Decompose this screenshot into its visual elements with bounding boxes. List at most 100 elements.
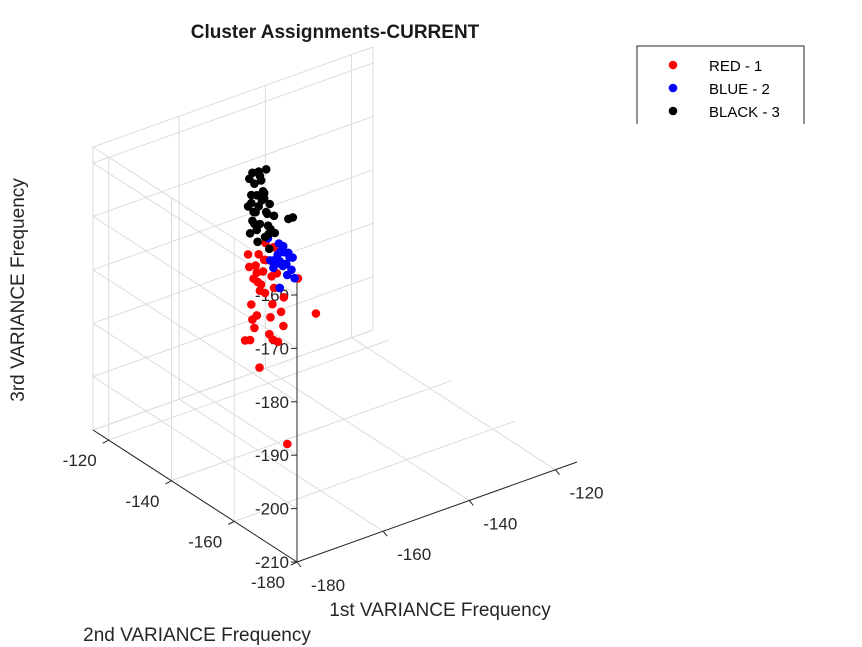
data-point [267,272,276,281]
legend-label: BLUE - 2 [709,81,770,98]
x-tick-label: -180 [311,576,345,595]
z-axis-label: 3rd VARIANCE Frequency [8,178,29,402]
gridline-z-side [92,322,298,456]
data-point [283,439,292,449]
data-point [263,221,273,230]
x-tick-label: -140 [483,514,517,533]
data-point [263,209,272,219]
y-tick-label: -140 [125,492,159,511]
z-tick-label: -210 [255,553,289,572]
data-points [240,165,321,449]
z-tick-label: -180 [255,393,289,412]
data-point [265,244,274,254]
data-point [273,337,283,347]
data-point [248,216,257,226]
data-point [274,239,284,248]
legend-marker [668,83,678,93]
gridline-z-back [92,329,374,431]
y-tick-mark [228,520,235,525]
x-axis-label: 1st VARIANCE Frequency [329,600,551,621]
x-tick-label: -160 [397,545,431,564]
data-point [256,280,266,289]
x-tick-label: -120 [569,484,603,503]
y-tick-label: -180 [251,573,285,592]
legend-marker [668,106,678,116]
data-point [270,228,280,238]
axes [92,279,578,563]
y-tick-mark [102,439,109,444]
data-point [245,262,254,272]
x-tick-mark [555,469,560,476]
z-tick-label: -190 [255,446,289,465]
data-point [273,250,283,259]
data-point [254,167,263,176]
gridline-x-floor [265,368,470,501]
data-point [249,207,258,217]
data-point [255,363,264,372]
data-point [279,293,289,302]
data-point [247,300,256,309]
data-point [250,323,259,333]
y-axis-label: 2nd VARIANCE Frequency [83,625,311,646]
data-point [254,250,263,259]
data-point [311,309,321,318]
data-point [265,199,275,209]
gridline-x-floor [351,337,556,471]
tick-labels: -180 -160 -140 -120 -180 -160 -140 -120 -210 -200… [63,286,604,595]
gridline-z-side [92,376,298,510]
data-point [252,268,262,278]
legend-label: RED - 1 [709,58,762,75]
data-point [245,174,254,184]
gridline-z-back [92,115,374,217]
y-tick-mark [165,480,172,485]
chart-title: Cluster Assignments-CURRENT [191,22,480,43]
gridline-y-floor [234,420,515,522]
data-point [245,229,255,238]
data-point [278,261,288,271]
data-point [252,225,262,235]
data-point [266,256,275,265]
data-point [261,165,271,174]
x-tick-mark [296,561,302,568]
legend: RED - 1 BLUE - 2 BLACK - 3 [634,45,808,132]
z-tick-label: -200 [255,500,289,519]
legend-clip [634,124,808,132]
data-point [266,313,275,322]
gridline-z-back [92,222,374,324]
data-point [276,307,286,317]
gridline-z-side [92,215,298,349]
x-tick-mark [468,500,474,506]
gridline-x-floor [178,398,384,532]
y-axis-line [92,429,298,563]
legend-marker [668,60,678,70]
data-point [268,299,277,309]
data-point [275,283,285,293]
data-point [288,253,297,262]
legend-label: BLACK - 3 [709,104,780,121]
data-point [253,237,262,247]
y-tick-label: -120 [63,451,97,470]
x-axis-line [296,461,578,563]
gridline-y-floor [171,380,452,482]
gridline-z-back [92,169,374,271]
data-point [243,250,253,259]
y-tick-label: -160 [188,532,222,551]
x-tick-mark [382,530,388,537]
data-point [252,191,262,200]
data-point [256,176,266,185]
data-point [288,213,298,222]
data-point [247,198,256,208]
data-point [282,270,292,280]
gridline-y-floor [108,339,389,441]
gridline-z-side [92,269,298,403]
gridline-z-back [92,62,374,164]
data-point [248,315,257,324]
legend-box [636,45,805,127]
data-point [269,211,279,221]
data-point [259,188,269,198]
grid-lines [92,46,578,563]
gridline-z-back [92,276,374,378]
data-point [240,336,250,345]
data-point [279,321,288,331]
